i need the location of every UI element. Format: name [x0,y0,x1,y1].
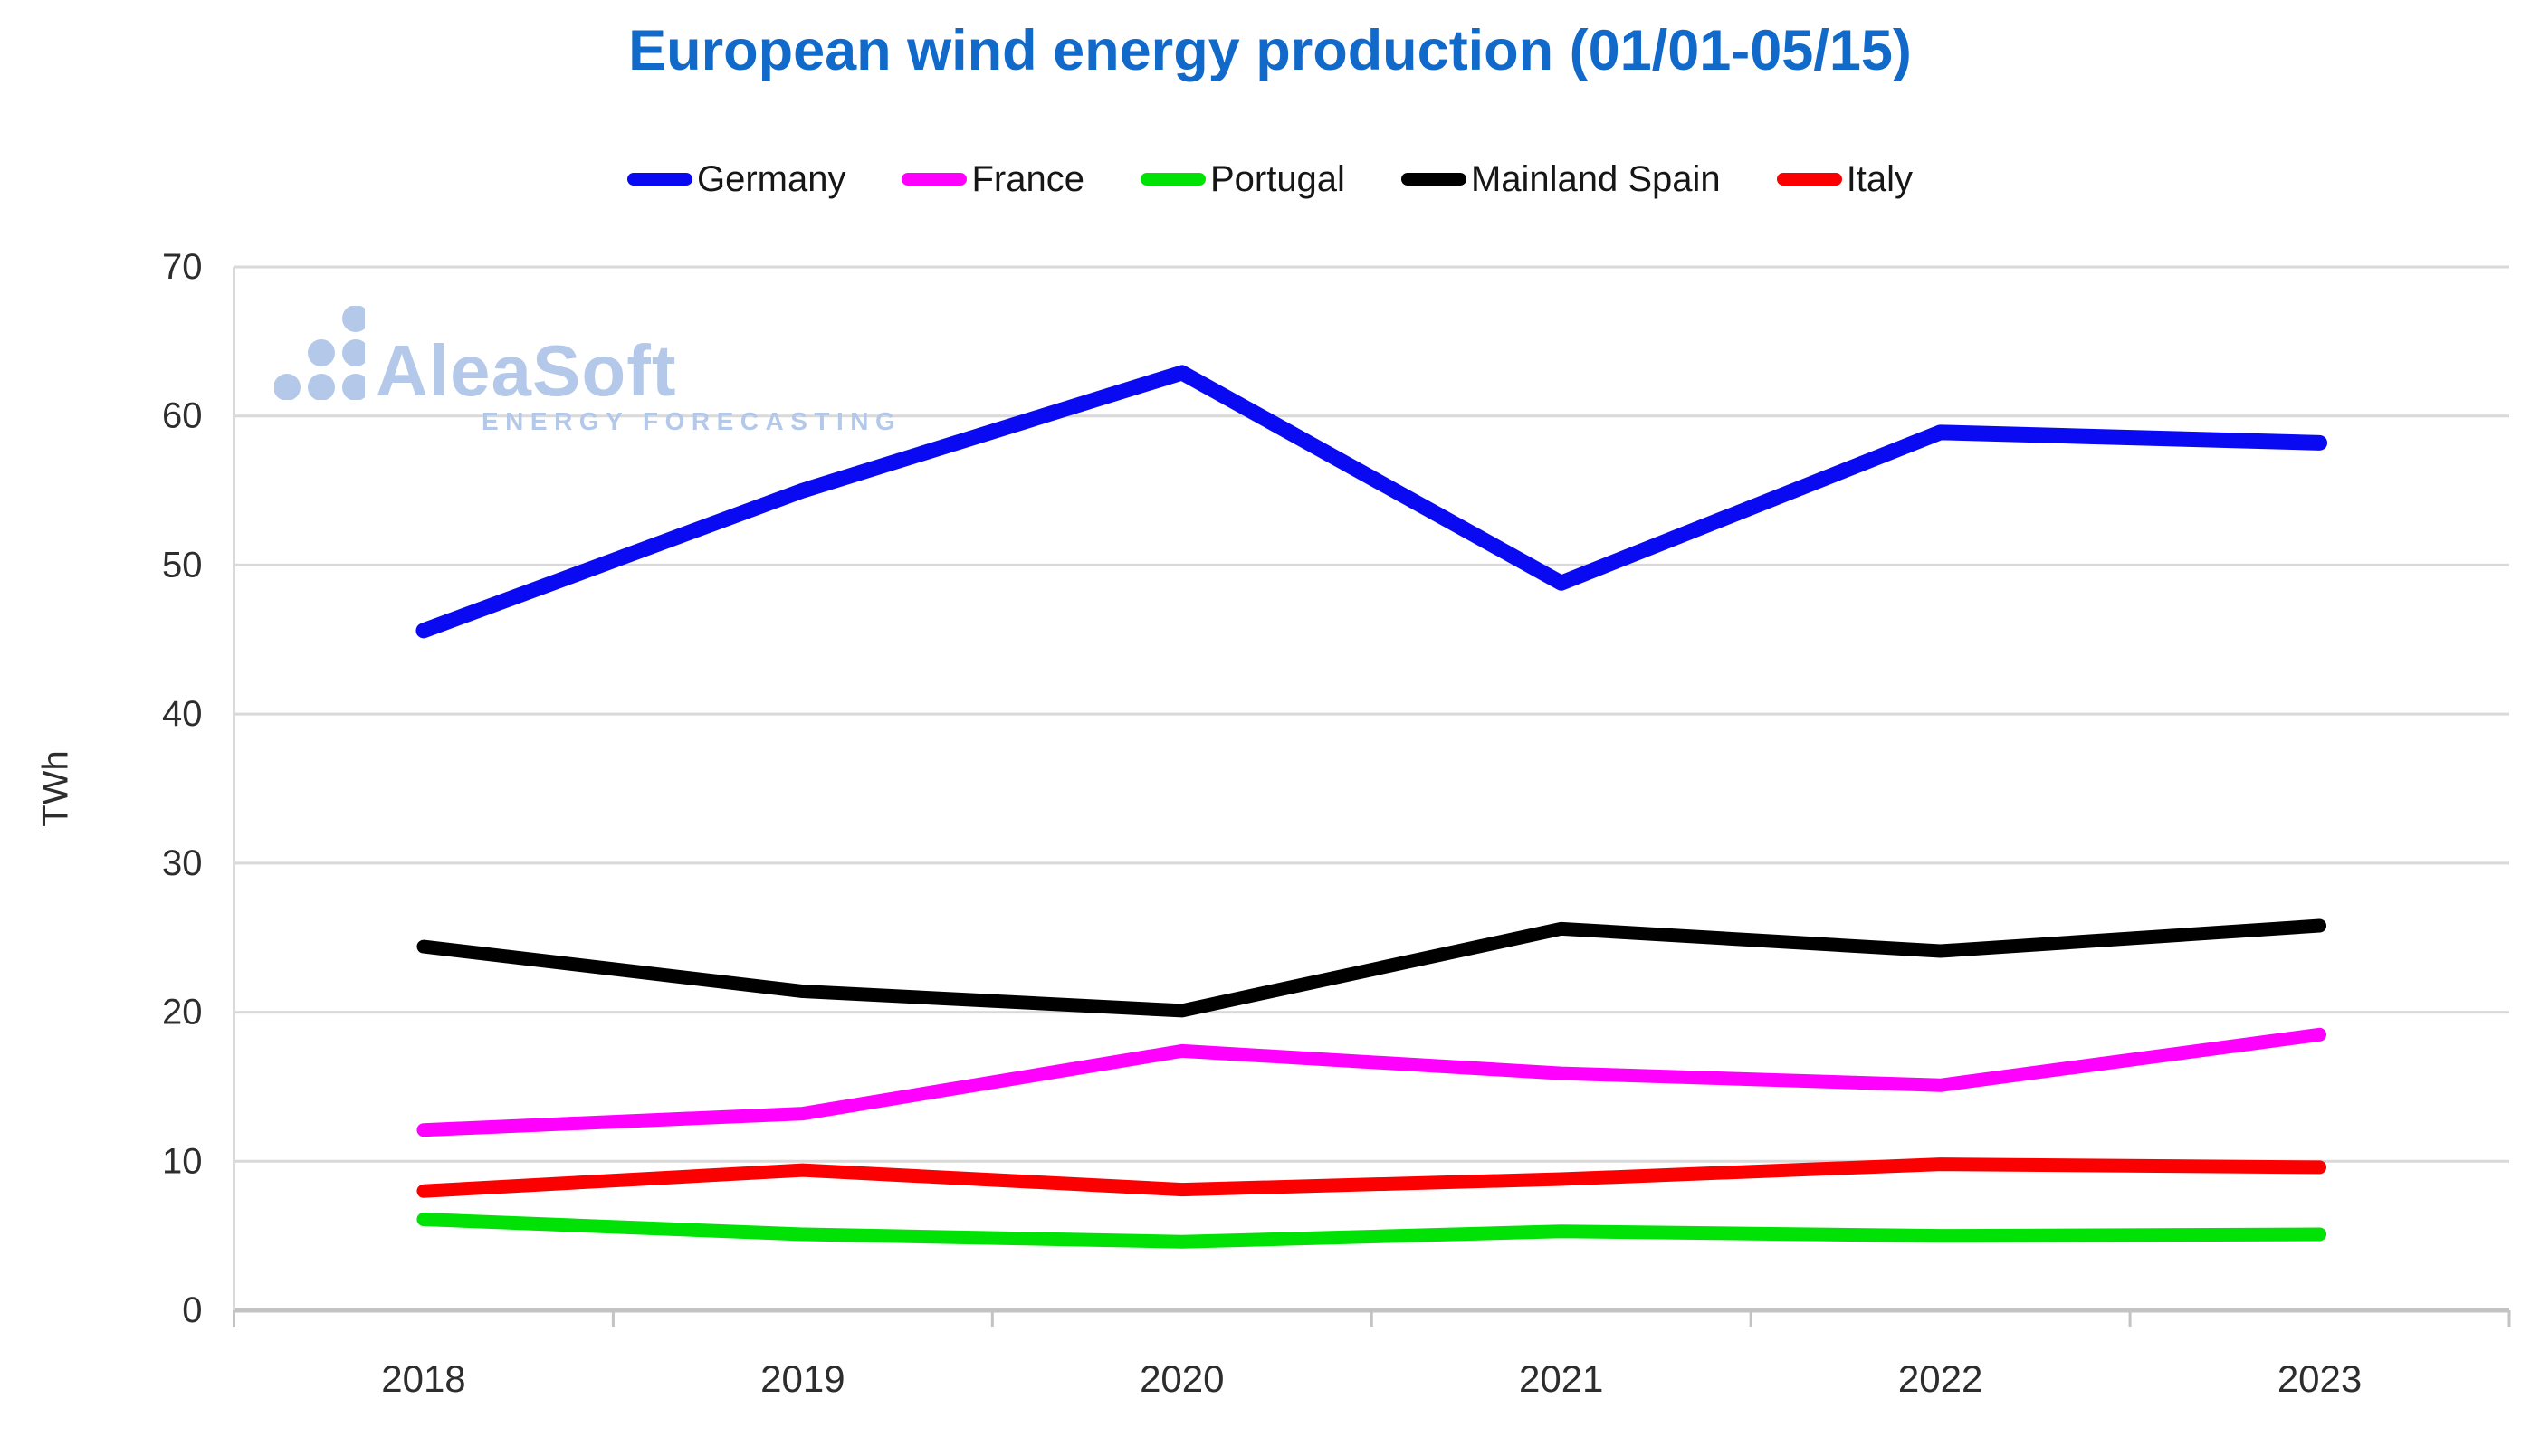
legend-marker-icon [1400,173,1466,186]
legend-item-france: France [902,161,1084,197]
legend-item-portugal: Portugal [1140,159,1345,199]
chart-legend: Germany France Portugal Mainland Spain Italy [0,161,2540,197]
y-tick-label-70: 70 [162,247,203,287]
series-line-france [416,1027,2327,1137]
y-tick-label-20: 20 [162,993,203,1033]
x-tick-label-2021: 2021 [1519,1357,1603,1400]
x-tick-label-2018: 2018 [381,1357,465,1400]
watermark-dot [308,374,335,400]
legend-label: Italy [1846,159,1914,199]
legend-item-mainland-spain: Mainland Spain [1400,159,1721,199]
legend-label: France [971,159,1084,199]
legend-marker-icon [1140,173,1206,186]
legend-label: Mainland Spain [1470,159,1721,199]
x-tick-label-2022: 2022 [1898,1357,1982,1400]
legend-item-italy: Italy [1776,159,1914,199]
y-tick-label-0: 0 [182,1290,202,1330]
watermark-dot [274,374,301,400]
y-tick-label-10: 10 [162,1141,203,1181]
legend-label: Germany [696,159,846,199]
series-line-mainland-spain [416,918,2327,1018]
series-line-italy [416,1157,2327,1198]
y-tick-label-50: 50 [162,545,203,585]
legend-label: Portugal [1209,159,1345,199]
watermark: AleaSoft ENERGY FORECASTING [274,306,902,436]
watermark-brand: AleaSoft [376,330,677,411]
x-tick-label-2019: 2019 [760,1357,845,1400]
chart-title: European wind energy production (01/01-0… [628,19,1912,82]
y-tick-label-40: 40 [162,694,203,734]
watermark-dot [342,306,365,332]
watermark-dot [342,374,365,400]
y-tick-label-30: 30 [162,843,203,883]
aleasoft-dots-icon [274,306,365,400]
y-axis-title: TWh [35,750,76,827]
legend-item-germany: Germany [626,159,846,199]
watermark-dot [308,339,335,366]
watermark-tagline: ENERGY FORECASTING [482,407,902,435]
series-line-germany [415,365,2328,639]
legend-marker-icon [1776,173,1842,186]
legend-marker-icon [902,173,968,186]
x-tick-label-2023: 2023 [2277,1357,2362,1400]
legend-marker-icon [626,173,692,186]
series-line-portugal [416,1213,2327,1249]
y-tick-label-60: 60 [162,396,203,436]
watermark-dot [342,339,365,366]
x-tick-label-2020: 2020 [1140,1357,1224,1400]
